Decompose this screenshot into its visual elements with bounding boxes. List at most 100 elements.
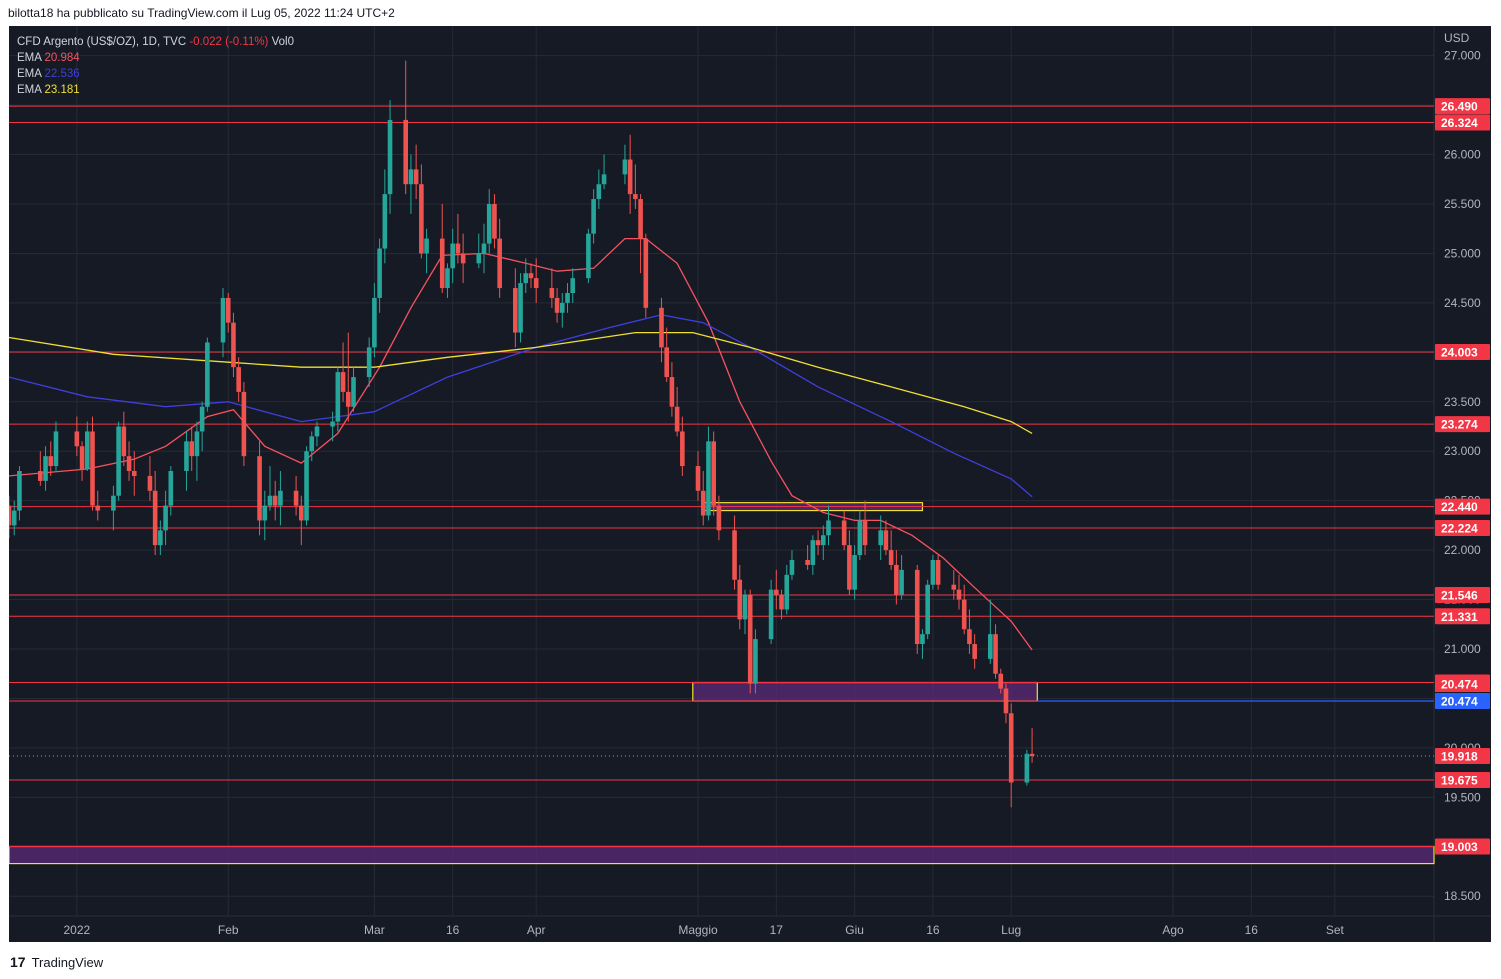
time-tick-label: 16	[926, 923, 940, 937]
candle-body	[967, 629, 972, 645]
candle-body	[53, 431, 59, 467]
price-change: -0.022 (-0.11%)	[189, 36, 269, 48]
candle-body	[419, 184, 424, 254]
candle-body	[586, 233, 591, 279]
candle-body	[189, 441, 194, 457]
candle-body	[627, 159, 633, 195]
candle-body	[152, 490, 158, 546]
candle-body	[9, 505, 12, 526]
price-tick-label: 25.000	[1444, 246, 1481, 260]
chart-legend: CFD Argento (US$/OZ), 1D, TVC -0.022 (-0…	[17, 34, 294, 98]
time-tick-label: Mar	[364, 923, 385, 937]
candle-body	[565, 293, 570, 303]
price-chart[interactable]: 18.50019.00019.50020.00020.50021.00021.5…	[9, 26, 1491, 942]
level-tag-bg	[1435, 114, 1490, 131]
price-tick-label: 23.000	[1444, 444, 1481, 458]
candle-body	[126, 456, 132, 471]
candle-body	[894, 564, 899, 595]
price-tick-label: 23.500	[1444, 395, 1481, 409]
candle-body	[205, 342, 210, 407]
candle-body	[309, 436, 315, 452]
candle-body	[272, 495, 278, 506]
candle-body	[492, 204, 497, 239]
candle-body	[257, 456, 262, 521]
candle-body	[168, 471, 174, 506]
support-zone	[9, 845, 1435, 865]
candle-body	[638, 199, 643, 239]
candle-body	[753, 639, 758, 684]
tradingview-logo-icon[interactable]: 17	[10, 954, 26, 970]
candle-body	[413, 169, 419, 185]
level-tag-bg	[1435, 608, 1490, 625]
time-tick-label: 17	[770, 923, 784, 937]
candle-body	[340, 372, 346, 392]
time-tick-label: Ago	[1162, 923, 1184, 937]
candle-body	[643, 238, 649, 308]
candle-body	[878, 530, 884, 546]
candle-body	[1008, 713, 1014, 783]
ema-line	[9, 331, 1033, 434]
level-tag: 22.440	[1441, 500, 1478, 514]
candle-body	[518, 283, 523, 333]
candle-body	[377, 248, 382, 298]
last-price-tag: 19.918	[1441, 749, 1478, 763]
candle-body	[674, 406, 680, 432]
brand-name[interactable]: TradingView	[31, 954, 104, 970]
level-tag: 22.224	[1441, 521, 1478, 535]
candle-body	[680, 431, 685, 467]
candle-body	[523, 273, 529, 284]
level-tag-bg	[1435, 676, 1490, 693]
ema-value: 23.181	[44, 84, 80, 96]
candle-body	[774, 589, 779, 595]
ema-value: 20.984	[44, 52, 80, 64]
candle-body	[351, 377, 356, 407]
candle-body	[513, 288, 518, 333]
ema-row-3[interactable]: EMA 23.181	[17, 82, 294, 98]
time-tick-label: Set	[1326, 923, 1345, 937]
candle-body	[476, 253, 482, 264]
candle-body	[267, 495, 273, 506]
candle-body	[481, 243, 487, 254]
candle-body	[403, 119, 409, 185]
candle-body	[299, 505, 304, 521]
level-tag-bg	[1435, 838, 1490, 855]
candle-body	[784, 574, 790, 610]
candle-body	[79, 446, 85, 470]
candle-body	[852, 555, 857, 590]
ema-row-2[interactable]: EMA 22.536	[17, 66, 294, 82]
price-tick-label: 26.000	[1444, 148, 1481, 162]
chart-panel[interactable]: 18.50019.00019.50020.00020.50021.00021.5…	[9, 26, 1491, 942]
level-tag: 21.546	[1441, 589, 1478, 603]
candle-body	[366, 347, 372, 378]
candle-body	[304, 451, 309, 521]
footer: 17 TradingView	[10, 950, 103, 974]
candle-body	[408, 169, 414, 185]
candle-body	[622, 159, 628, 175]
level-tag: 19.003	[1441, 840, 1478, 854]
candle-body	[993, 634, 998, 674]
candle-body	[549, 288, 555, 298]
ema-label: EMA	[17, 84, 42, 96]
support-zone	[692, 681, 1038, 702]
candle-body	[826, 520, 831, 536]
candle-body	[930, 560, 936, 585]
symbol-label[interactable]: CFD Argento (US$/OZ), 1D, TVC	[17, 36, 187, 48]
level-tag-bg	[1435, 98, 1490, 115]
candle-body	[700, 490, 706, 516]
candle-body	[914, 569, 920, 645]
candle-body	[805, 560, 810, 565]
candle-body	[121, 426, 127, 457]
current-price-tag: 20.474	[1441, 695, 1478, 709]
candle-body	[883, 530, 889, 551]
level-tag: 20.474	[1441, 678, 1478, 692]
candle-body	[231, 322, 236, 368]
candle-body	[601, 174, 607, 185]
candle-body	[706, 441, 711, 516]
candle-body	[445, 268, 450, 289]
level-tag: 24.003	[1441, 346, 1478, 360]
candle-body	[278, 490, 283, 506]
price-tick-label: 27.000	[1444, 49, 1481, 63]
ema-row-1[interactable]: EMA 20.984	[17, 50, 294, 66]
candle-body	[84, 431, 90, 470]
level-tag: 21.331	[1441, 610, 1478, 624]
